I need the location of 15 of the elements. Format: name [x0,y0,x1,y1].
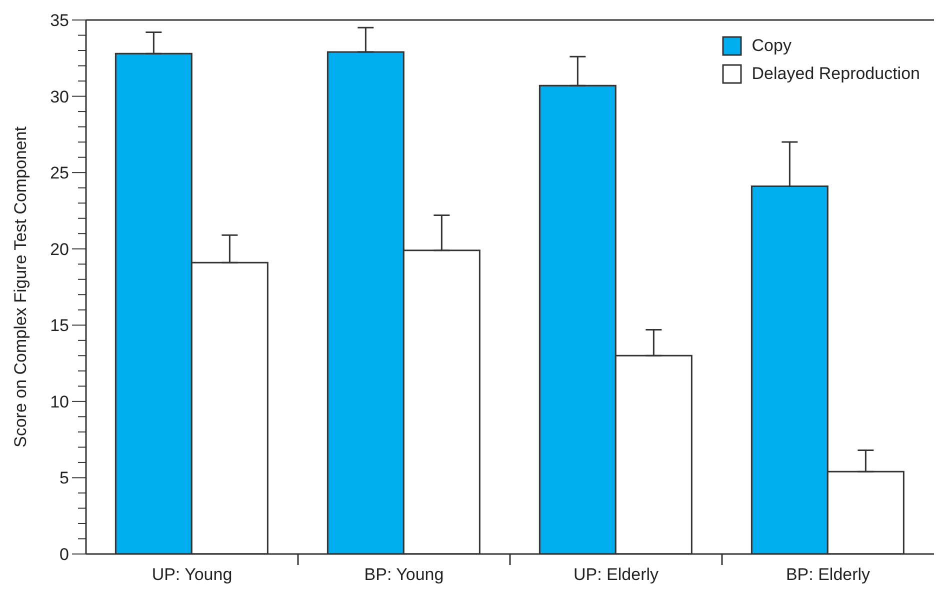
y-tick-label: 25 [50,164,69,183]
y-tick-label: 20 [50,240,69,259]
y-axis-title: Score on Complex Figure Test Component [11,126,30,448]
x-tick-label: UP: Young [152,565,232,584]
legend-label: Delayed Reproduction [752,64,920,84]
y-tick-label: 0 [60,545,69,564]
y-tick-label: 30 [50,87,69,106]
legend-label: Copy [752,36,792,56]
x-tick-label: UP: Elderly [573,565,660,584]
x-tick-label: BP: Elderly [786,565,871,584]
y-tick-label: 10 [50,392,69,412]
y-tick-label: 15 [50,316,69,336]
y-tick-label: 5 [60,468,69,488]
x-tick-label: BP: Young [364,565,444,584]
y-tick-label: 35 [50,11,69,30]
